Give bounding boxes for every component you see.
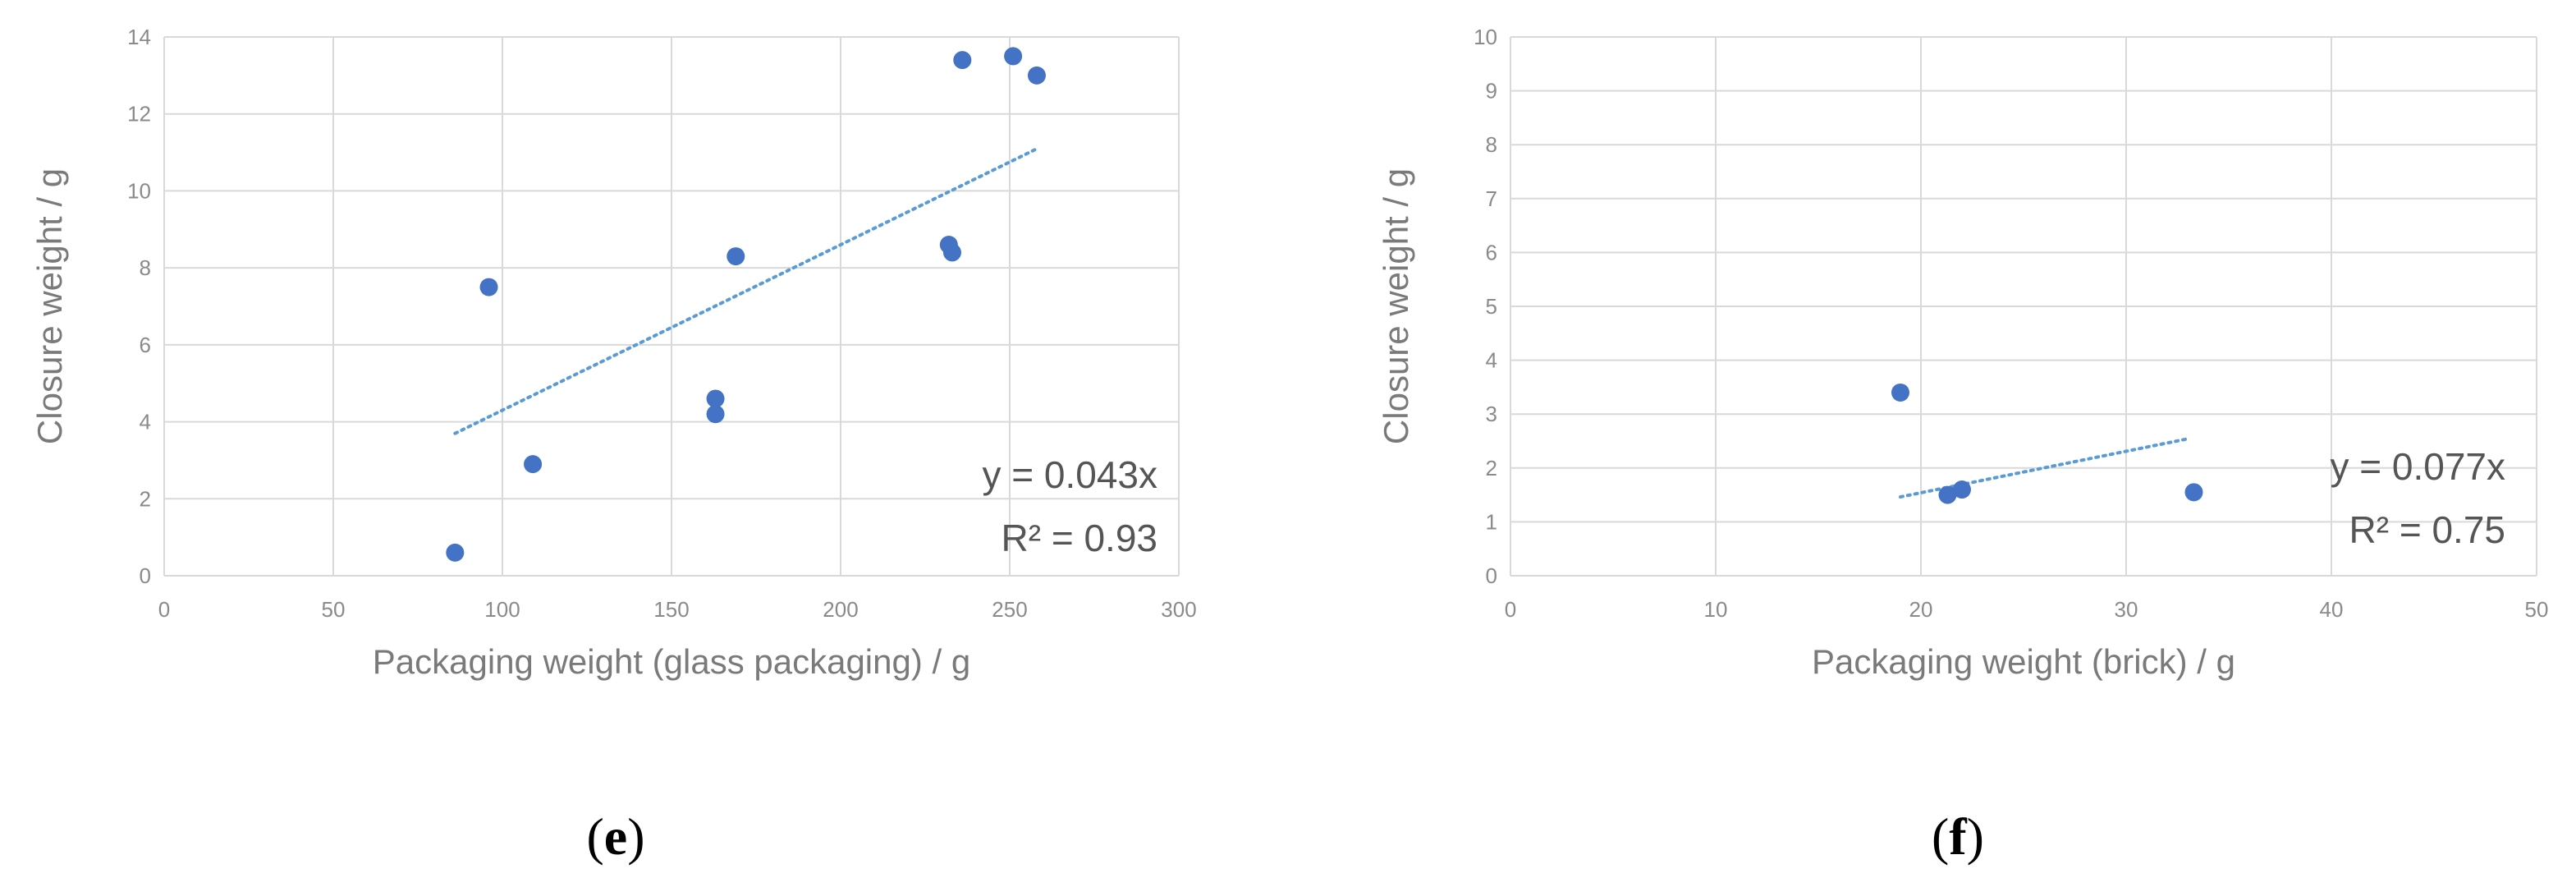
y-tick-label: 0 (140, 563, 151, 588)
data-point (1938, 485, 1957, 504)
y-tick-label: 8 (1486, 132, 1497, 157)
y-tick-label: 14 (127, 25, 151, 49)
x-tick-label: 40 (2320, 597, 2344, 622)
y-tick-label: 4 (1486, 348, 1497, 373)
y-tick-label: 0 (1486, 563, 1497, 588)
data-point (1953, 480, 1971, 499)
y-axis-title: Closure weight / g (30, 168, 69, 444)
data-point (524, 455, 543, 474)
data-point (479, 278, 498, 296)
y-tick-label: 12 (127, 102, 151, 126)
x-tick-label: 50 (322, 597, 346, 622)
y-tick-label: 3 (1486, 402, 1497, 426)
data-point (1891, 383, 1909, 402)
y-axis-title: Closure weight / g (1377, 168, 1415, 444)
chart-panel-f: 0 1 2 3 4 5 6 7 8 9 10 0 10 20 30 40 50 Packaging weight … (1377, 25, 2548, 866)
trendline (453, 147, 1038, 435)
y-tick-label: 10 (1474, 25, 1497, 49)
trendline-equation: y = 0.077x (2330, 445, 2505, 488)
x-axis-title: Packaging weight (brick) / g (1812, 642, 2235, 681)
x-tick-label: 10 (1704, 597, 1728, 622)
data-point (942, 243, 961, 262)
x-tick-label: 300 (1161, 597, 1196, 622)
y-tick-label: 1 (1486, 509, 1497, 534)
data-point (706, 389, 725, 408)
data-point (446, 543, 465, 562)
y-tick-label: 2 (1486, 456, 1497, 480)
y-tick-label: 5 (1486, 294, 1497, 319)
trendline (1899, 437, 2189, 499)
data-point (2184, 483, 2203, 502)
data-point (727, 247, 745, 266)
y-tick-label: 4 (140, 410, 151, 434)
x-tick-label: 100 (484, 597, 520, 622)
y-tick-label: 9 (1486, 79, 1497, 103)
panel-letter: f (1949, 807, 1967, 866)
y-tick-label: 7 (1486, 186, 1497, 211)
y-tick-label: 6 (1486, 240, 1497, 264)
y-tick-label: 6 (140, 333, 151, 357)
x-tick-label: 0 (1505, 597, 1516, 622)
x-axis-title: Packaging weight (glass packaging) / g (373, 642, 970, 681)
chart-panel-e: 0 2 4 6 8 10 12 14 0 50 100 150 200 250 300 Packaging w… (30, 25, 1197, 866)
data-point (706, 405, 725, 424)
x-tick-label: 0 (158, 597, 170, 622)
y-tick-label: 8 (140, 255, 151, 280)
data-point (1027, 66, 1046, 85)
trendline-equation: y = 0.043x (982, 453, 1157, 496)
x-tick-label: 20 (1909, 597, 1933, 622)
r-squared-label: R² = 0.75 (2349, 508, 2506, 551)
x-tick-label: 250 (992, 597, 1027, 622)
r-squared-label: R² = 0.93 (1002, 517, 1158, 559)
panel-label: (f) (1932, 807, 1984, 866)
x-tick-label: 200 (823, 597, 858, 622)
panel-label: (e) (586, 807, 644, 866)
data-point (1004, 47, 1023, 66)
x-tick-label: 30 (2115, 597, 2138, 622)
panel-letter: e (604, 807, 627, 866)
y-tick-label: 10 (127, 178, 151, 203)
x-tick-label: 150 (653, 597, 689, 622)
y-tick-label: 2 (140, 486, 151, 511)
x-tick-label: 50 (2525, 597, 2549, 622)
data-point (953, 51, 972, 70)
